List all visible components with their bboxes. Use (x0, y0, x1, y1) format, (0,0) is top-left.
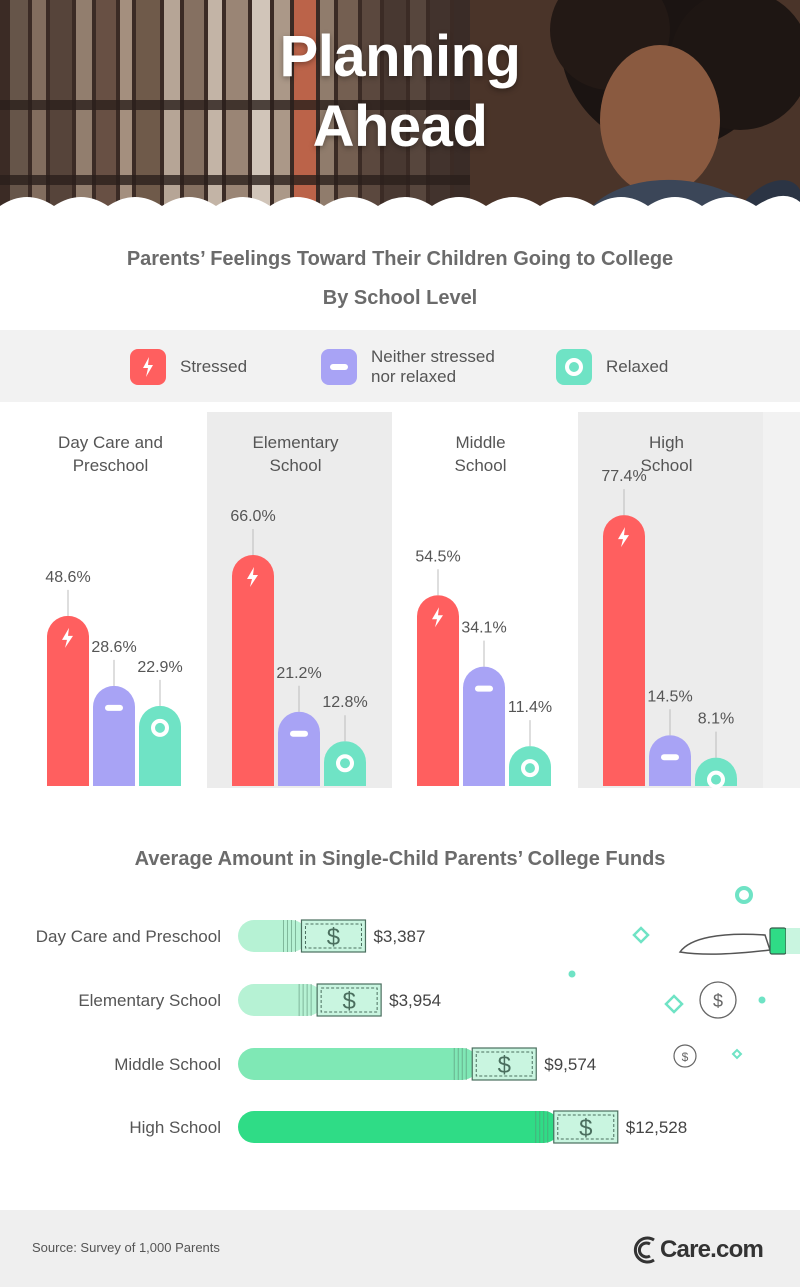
ring-icon (556, 349, 592, 385)
right-strip (763, 412, 800, 788)
dollar-bill-icon: $ (300, 919, 367, 953)
fund-bar (238, 920, 308, 952)
category-label: Middle School (114, 1055, 221, 1074)
data-label: 8.1% (698, 711, 734, 728)
fund-bar (238, 984, 324, 1016)
category-label: Middle (455, 433, 505, 452)
legend-label-relaxed: Relaxed (606, 357, 669, 376)
category-label: Preschool (73, 456, 149, 475)
dash-icon (321, 349, 357, 385)
data-label: 34.1% (461, 620, 506, 637)
dollar-bill-icon: $ (316, 983, 382, 1017)
legend-item-neither: Neither stressed nor relaxed (321, 347, 495, 387)
chart1-legend: Stressed Neither stressed nor relaxed Re… (0, 330, 800, 402)
data-label: 22.9% (137, 659, 182, 676)
bar-stressed (417, 595, 459, 786)
bar-neither-stressed-nor-relaxed (649, 735, 691, 786)
student-photo (470, 0, 800, 225)
data-label: $9,574 (544, 1055, 596, 1074)
care-logo-text: Care.com (660, 1236, 764, 1263)
lightning-icon (432, 607, 443, 628)
fund-bar (238, 1111, 560, 1143)
data-label: 12.8% (322, 694, 367, 711)
lightning-icon (618, 527, 629, 548)
category-label: Elementary (253, 433, 339, 452)
chart2-title: Average Amount in Single-Child Parents’ … (134, 848, 666, 870)
legend-neither-line-1: Neither stressed (371, 347, 495, 366)
bar-neither-stressed-nor-relaxed (463, 666, 505, 786)
bar-stressed (232, 555, 274, 786)
page-title: Planning Ahead (0, 22, 800, 162)
svg-text:$: $ (713, 991, 723, 1011)
svg-text:$: $ (342, 988, 355, 1015)
data-label: $3,954 (389, 991, 441, 1010)
category-label: High (649, 433, 684, 452)
legend-label-neither: Neither stressed nor relaxed (371, 347, 495, 387)
lightning-icon (130, 349, 166, 385)
dash-icon (661, 754, 679, 761)
data-label: 28.6% (91, 639, 136, 656)
data-label: $3,387 (373, 927, 425, 946)
hand-coins-icon: $$ (568, 886, 800, 1068)
category-label: School (641, 456, 693, 475)
title-line-1: Planning (279, 24, 521, 89)
lightning-icon (247, 567, 258, 587)
legend-item-relaxed: Relaxed (556, 348, 668, 386)
bar-relaxed (324, 741, 366, 786)
category-label: School (270, 456, 322, 475)
source-note: Source: Survey of 1,000 Parents (32, 1240, 220, 1255)
dash-icon (475, 685, 493, 692)
ring-icon (707, 770, 725, 788)
fund-bar (238, 1048, 479, 1080)
data-label: 54.5% (415, 548, 460, 565)
dash-icon (290, 730, 308, 737)
scallop-edge (0, 196, 800, 225)
footer: Source: Survey of 1,000 Parents Care.com (0, 1210, 800, 1287)
category-label: School (455, 456, 507, 475)
data-label: 11.4% (508, 699, 552, 716)
data-label: 48.6% (45, 569, 90, 586)
chart1-subtitle: By School Level (322, 287, 478, 309)
legend-label-stressed: Stressed (180, 357, 248, 376)
data-label: $12,528 (626, 1118, 687, 1137)
bar-stressed (47, 615, 89, 786)
chart1-title: Parents’ Feelings Toward Their Children … (0, 240, 800, 318)
data-label: 14.5% (647, 688, 692, 705)
svg-text:$: $ (498, 1052, 511, 1079)
dollar-bill-icon: $ (553, 1110, 619, 1144)
chart1-title-line-1: Parents’ Feelings Toward Their Children … (126, 248, 674, 270)
title-line-2: Ahead (312, 94, 488, 159)
feelings-bar-chart: Day Care and Preschool 48.6% 28.6%22.9% Elem… (45, 412, 800, 788)
bar-relaxed (139, 705, 181, 786)
dollar-bill-icon: $ (471, 1047, 537, 1081)
category-label: High School (129, 1118, 221, 1137)
lightning-icon (62, 627, 73, 648)
ring-icon (336, 754, 354, 773)
ring-icon (151, 718, 169, 737)
ring-icon (521, 759, 539, 778)
data-label: 21.2% (276, 665, 321, 682)
category-label: Day Care and (58, 433, 163, 452)
bar-neither-stressed-nor-relaxed (278, 711, 320, 786)
dash-icon (105, 704, 123, 711)
svg-text:$: $ (327, 924, 340, 951)
bar-neither-stressed-nor-relaxed (93, 685, 135, 786)
data-label: 66.0% (230, 508, 275, 525)
svg-text:$: $ (579, 1115, 592, 1142)
bar-stressed (603, 515, 645, 786)
legend-item-stressed: Stressed (130, 348, 247, 386)
bookshelf-photo (0, 0, 520, 225)
svg-text:$: $ (682, 1050, 689, 1064)
hero-banner: Planning Ahead (0, 0, 800, 225)
care-logo-mark-icon (633, 1236, 655, 1264)
category-label: Elementary School (78, 991, 221, 1010)
care-logo: Care.com (630, 1232, 764, 1268)
data-label: 77.4% (601, 468, 646, 485)
category-label: Day Care and Preschool (36, 927, 221, 946)
legend-neither-line-2: nor relaxed (371, 367, 457, 386)
bar-relaxed (509, 746, 551, 786)
college-fund-chart: Day Care and Preschool $ $3,387 Elementary … (36, 886, 800, 1144)
